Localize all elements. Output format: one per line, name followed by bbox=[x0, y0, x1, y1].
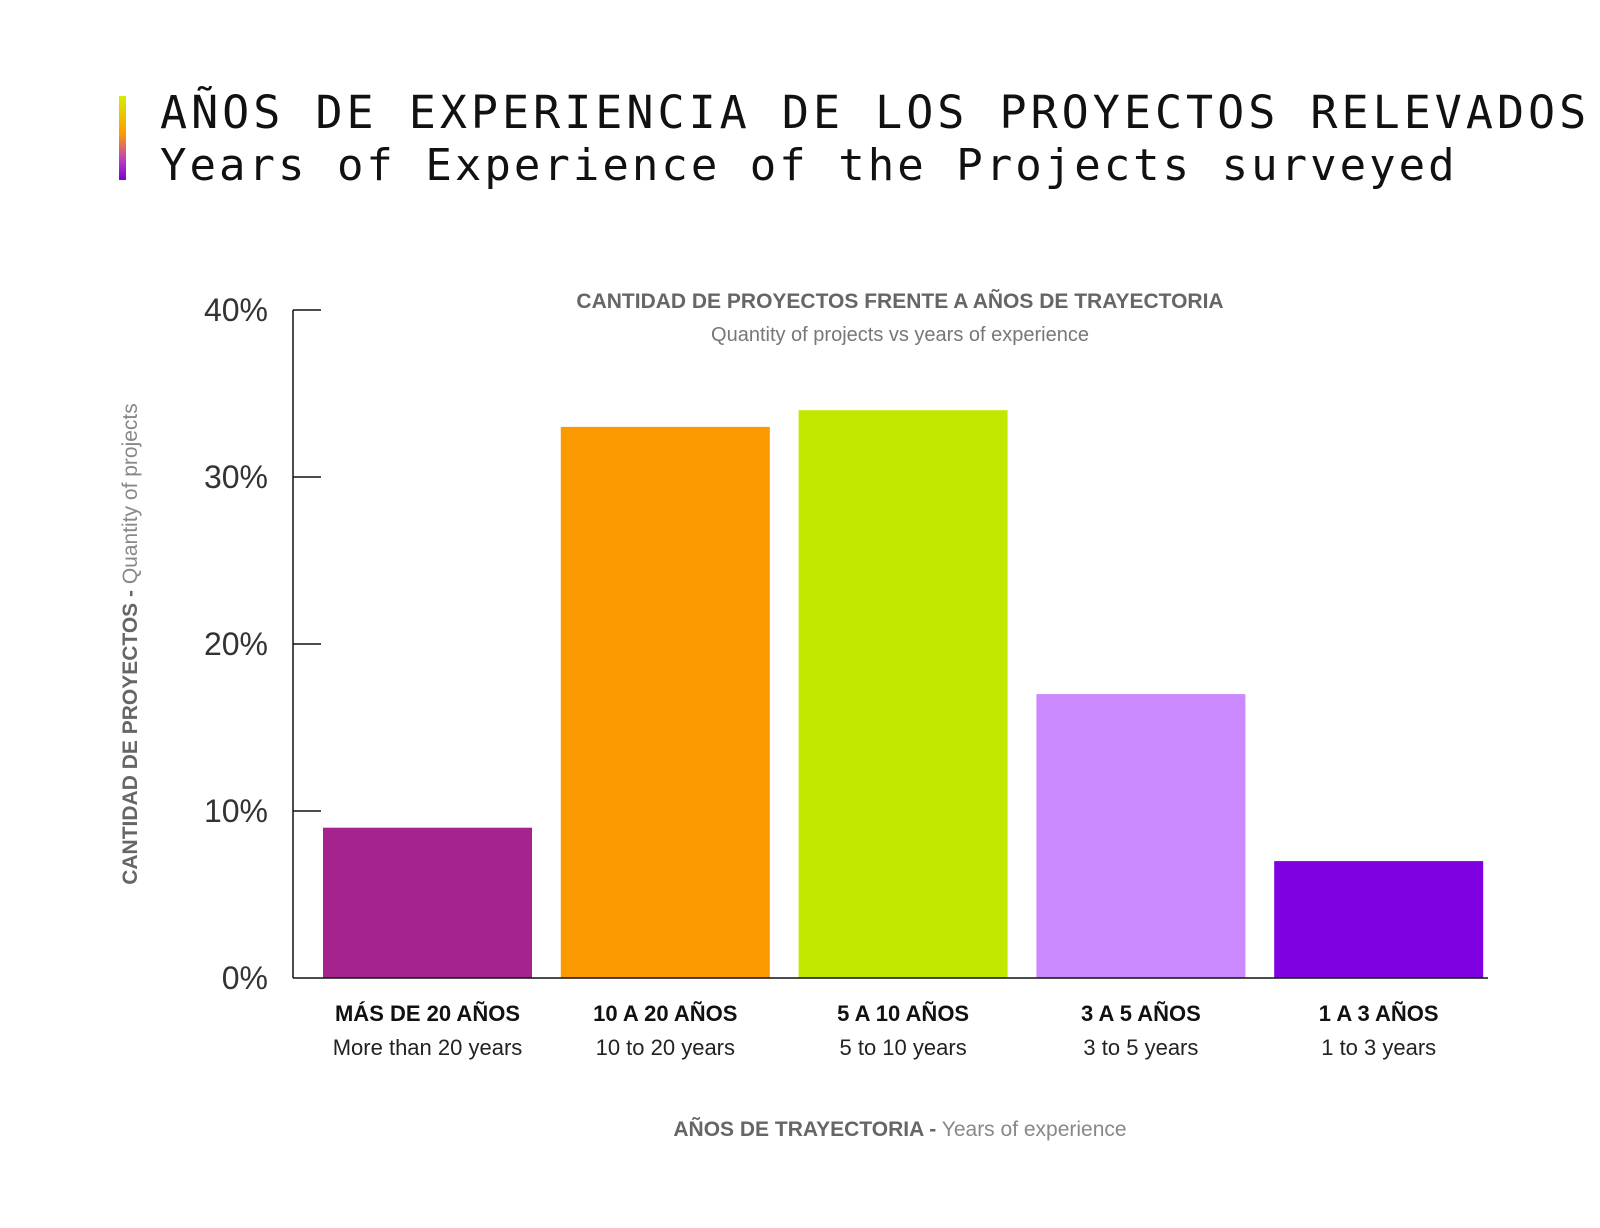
x-tick-label-en: 5 to 10 years bbox=[840, 1035, 967, 1060]
x-axis-label-bold: AÑOS DE TRAYECTORIA - bbox=[673, 1118, 936, 1141]
y-tick-label: 20% bbox=[204, 626, 268, 662]
x-tick-label: 1 A 3 AÑOS bbox=[1319, 1001, 1439, 1026]
y-tick-label: 0% bbox=[222, 960, 268, 996]
y-tick-label: 30% bbox=[204, 459, 268, 495]
x-tick-label-en: More than 20 years bbox=[333, 1035, 523, 1060]
x-axis-label: AÑOS DE TRAYECTORIA - Years of experienc… bbox=[673, 1118, 1126, 1141]
x-tick-labels: MÁS DE 20 AÑOS More than 20 years 10 A 20 … bbox=[333, 1001, 1439, 1060]
bar-4 bbox=[1036, 694, 1246, 978]
chart-title: CANTIDAD DE PROYECTOS FRENTE A AÑOS DE T… bbox=[576, 290, 1223, 313]
page-subtitle: Years of Experience of the Projects surv… bbox=[160, 140, 1458, 191]
bar-3 bbox=[798, 410, 1008, 978]
bars-layer bbox=[323, 410, 1484, 978]
y-tick-labels: 0% 10% 20% 30% 40% bbox=[204, 292, 268, 996]
x-tick-label-en: 1 to 3 years bbox=[1321, 1035, 1436, 1060]
y-tick-label: 10% bbox=[204, 793, 268, 829]
x-tick-label-en: 10 to 20 years bbox=[596, 1035, 735, 1060]
x-tick-label: MÁS DE 20 AÑOS bbox=[335, 1001, 520, 1026]
y-axis-label-light: Quantity of projects bbox=[119, 403, 142, 590]
chart-subtitle: Quantity of projects vs years of experie… bbox=[711, 324, 1089, 346]
axes-layer bbox=[292, 309, 1488, 979]
x-tick-label: 3 A 5 AÑOS bbox=[1081, 1001, 1201, 1026]
y-axis-label: CANTIDAD DE PROYECTOS - Quantity of proj… bbox=[119, 403, 142, 885]
bar-5 bbox=[1274, 861, 1484, 978]
bar-1 bbox=[323, 827, 532, 978]
x-axis-label-light: Years of experience bbox=[936, 1118, 1126, 1141]
title-accent-bar bbox=[119, 96, 126, 180]
x-tick-label-en: 3 to 5 years bbox=[1083, 1035, 1198, 1060]
page-title: AÑOS DE EXPERIENCIA DE LOS PROYECTOS REL… bbox=[160, 86, 1591, 139]
x-tick-label: 10 A 20 AÑOS bbox=[593, 1001, 737, 1026]
y-axis-label-bold: CANTIDAD DE PROYECTOS - bbox=[119, 590, 142, 885]
bar-2 bbox=[560, 426, 770, 978]
y-tick-label: 40% bbox=[204, 292, 268, 328]
x-tick-label: 5 A 10 AÑOS bbox=[837, 1001, 969, 1026]
